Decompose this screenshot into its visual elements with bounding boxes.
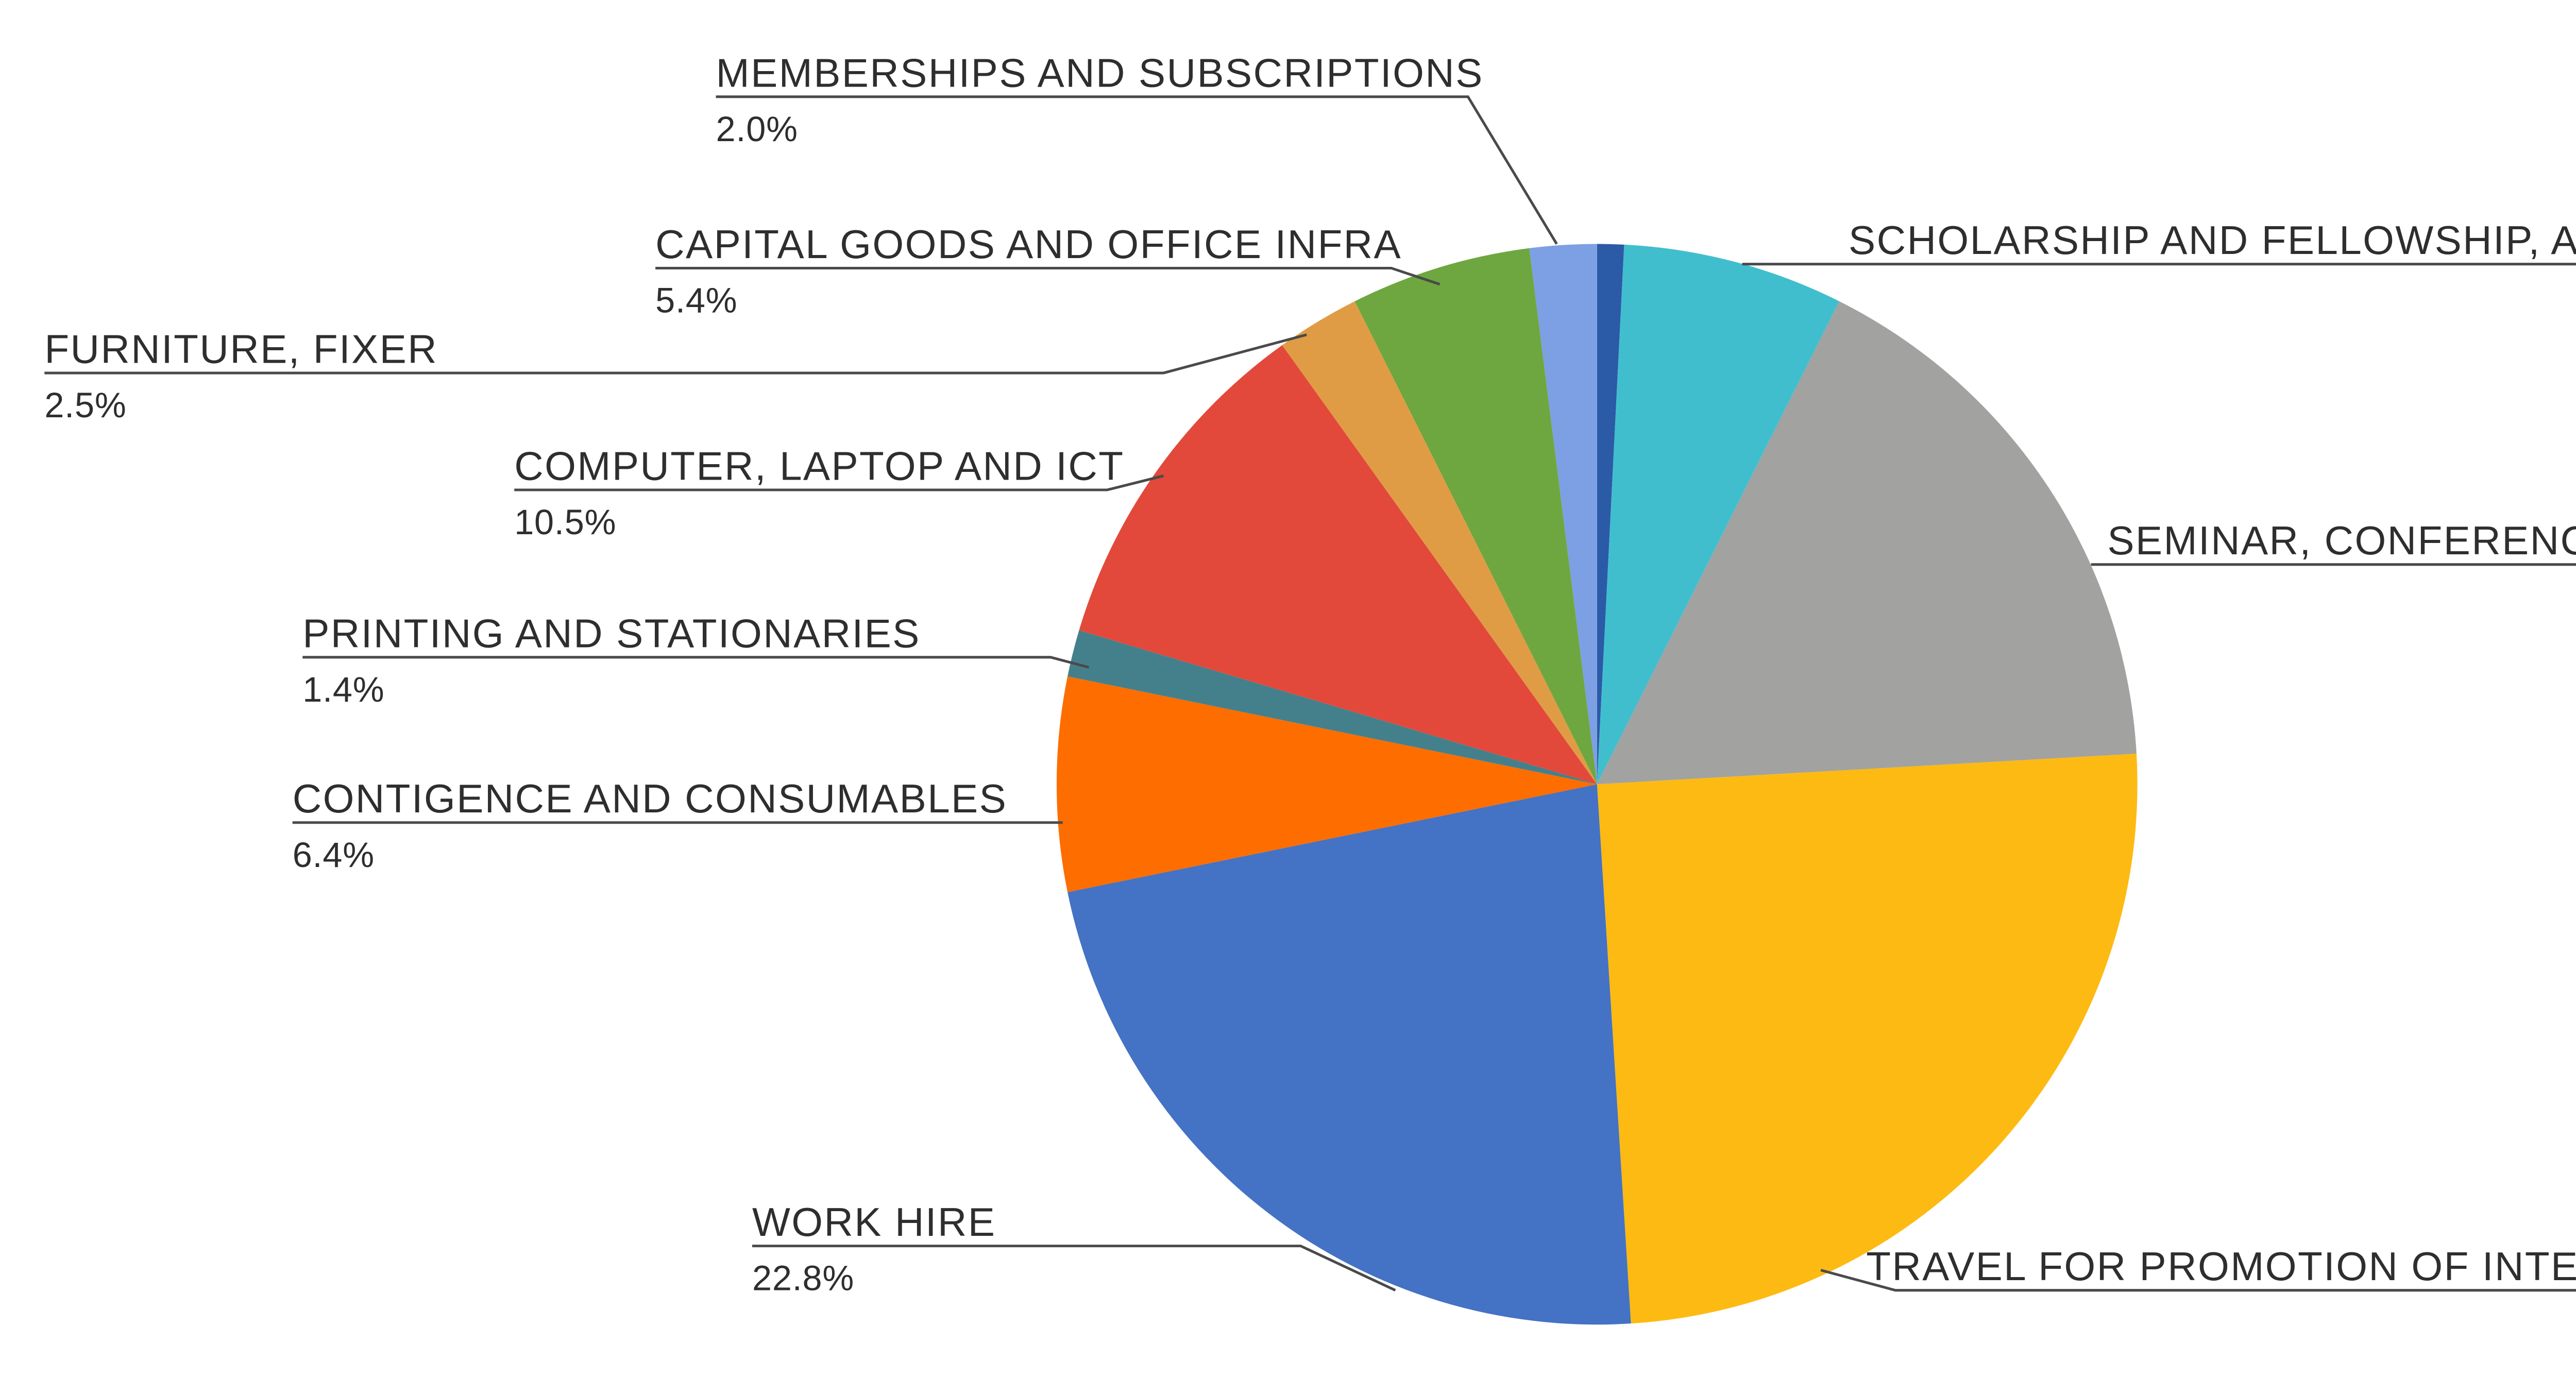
slice-label: FURNITURE, FIXER bbox=[44, 326, 438, 371]
slice-callout: COMPUTER, LAPTOP AND ICT 10.5% bbox=[514, 443, 1164, 542]
leader-line bbox=[655, 266, 1440, 286]
pie-slice-capital-goods-and-office-infra[interactable] bbox=[1354, 248, 1597, 785]
leader-line bbox=[1820, 1269, 2576, 1292]
pie-slice-contigence-and-consumables[interactable] bbox=[1056, 676, 1597, 892]
slice-callout: TRAVEL FOR PROMOTION OF INTERNATIONAL RE… bbox=[1820, 1244, 2576, 1292]
slice-label: CAPITAL GOODS AND OFFICE INFRA bbox=[655, 222, 1402, 267]
slice-percentage: 2.5% bbox=[44, 385, 126, 425]
slice-label: TRAVEL FOR PROMOTION OF INTERNATIONAL RE… bbox=[1866, 1244, 2576, 1289]
leader-line bbox=[752, 1245, 1396, 1292]
slice-label: SEMINAR, CONFERENCE, EVENTS AND DELE... bbox=[2107, 518, 2576, 563]
pie-slice-seminar-conference-events-and-dele[interactable] bbox=[1597, 301, 2137, 785]
slice-callout: SEMINAR, CONFERENCE, EVENTS AND DELE...1… bbox=[2091, 518, 2576, 566]
slice-percentage: 5.4% bbox=[655, 281, 737, 320]
pie-slice-computer-laptop-and-ict[interactable] bbox=[1079, 345, 1597, 785]
slice-label: MEMBERSHIPS AND SUBSCRIPTIONS bbox=[716, 50, 1484, 95]
pie-slice-furniture-fixer[interactable] bbox=[1282, 301, 1597, 785]
slice-label: WORK HIRE bbox=[752, 1199, 996, 1245]
pie-slice-work-hire[interactable] bbox=[1067, 784, 1631, 1325]
pie-slice-unlabeled[interactable] bbox=[1597, 244, 1624, 785]
pie-slice-scholarship-and-fellowship-awards-rewards[interactable] bbox=[1597, 244, 1840, 785]
slice-label: CONTIGENCE AND CONSUMABLES bbox=[293, 776, 1007, 821]
slice-label: PRINTING AND STATIONARIES bbox=[302, 610, 920, 656]
pie-slice-memberships-and-subscriptions[interactable] bbox=[1529, 244, 1597, 785]
slice-percentage: 6.4% bbox=[293, 835, 375, 875]
leader-line bbox=[44, 333, 1307, 375]
slice-callout: PRINTING AND STATIONARIES 1.4% bbox=[302, 610, 1090, 709]
slice-callout: WORK HIRE 22.8% bbox=[752, 1199, 1396, 1298]
leader-line bbox=[302, 656, 1090, 669]
slice-percentage: 2.0% bbox=[716, 109, 798, 149]
slice-percentage: 22.8% bbox=[752, 1259, 854, 1298]
slice-callout: CAPITAL GOODS AND OFFICE INFRA 5.4% bbox=[655, 222, 1440, 320]
slice-percentage: 10.5% bbox=[514, 502, 616, 542]
leader-line bbox=[716, 95, 1558, 245]
slice-callout: SCHOLARSHIP AND FELLOWSHIP, AWARDS, REWA… bbox=[1742, 217, 2576, 266]
slice-percentage: 1.4% bbox=[302, 670, 384, 709]
slice-label: SCHOLARSHIP AND FELLOWSHIP, AWARDS, REWA… bbox=[1849, 217, 2576, 263]
leader-line bbox=[514, 474, 1164, 491]
pie-slice-travel-for-promotion-of-international-relations[interactable] bbox=[1597, 754, 2138, 1324]
slice-label: COMPUTER, LAPTOP AND ICT bbox=[514, 443, 1124, 488]
slice-callout: MEMBERSHIPS AND SUBSCRIPTIONS 2.0% bbox=[716, 50, 1558, 245]
pie-slices bbox=[1056, 244, 2138, 1325]
slice-callout: CONTIGENCE AND CONSUMABLES 6.4% bbox=[293, 776, 1063, 875]
slice-callout: FURNITURE, FIXER 2.5% bbox=[44, 326, 1307, 425]
pie-slice-printing-and-stationaries[interactable] bbox=[1067, 630, 1597, 785]
